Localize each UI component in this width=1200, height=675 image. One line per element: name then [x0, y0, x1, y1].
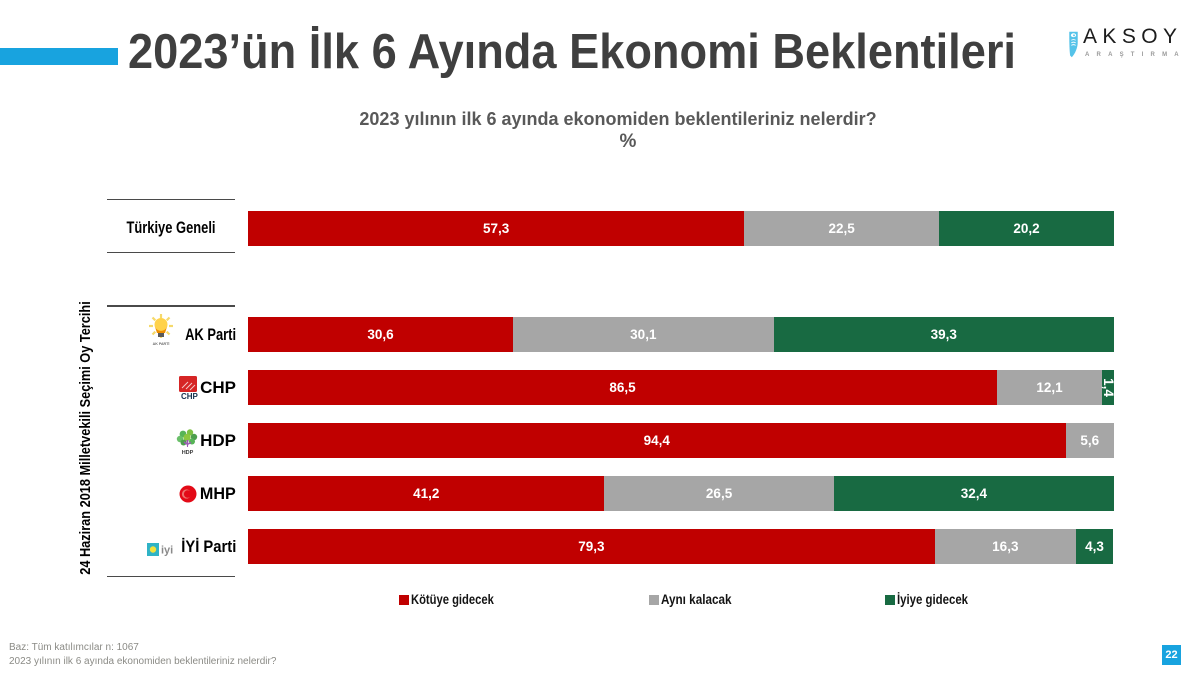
svg-text:iyi: iyi	[161, 545, 173, 557]
svg-text:CHP: CHP	[181, 392, 199, 400]
svg-text:AK PARTİ: AK PARTİ	[153, 342, 170, 346]
svg-text:HDP: HDP	[182, 450, 194, 455]
